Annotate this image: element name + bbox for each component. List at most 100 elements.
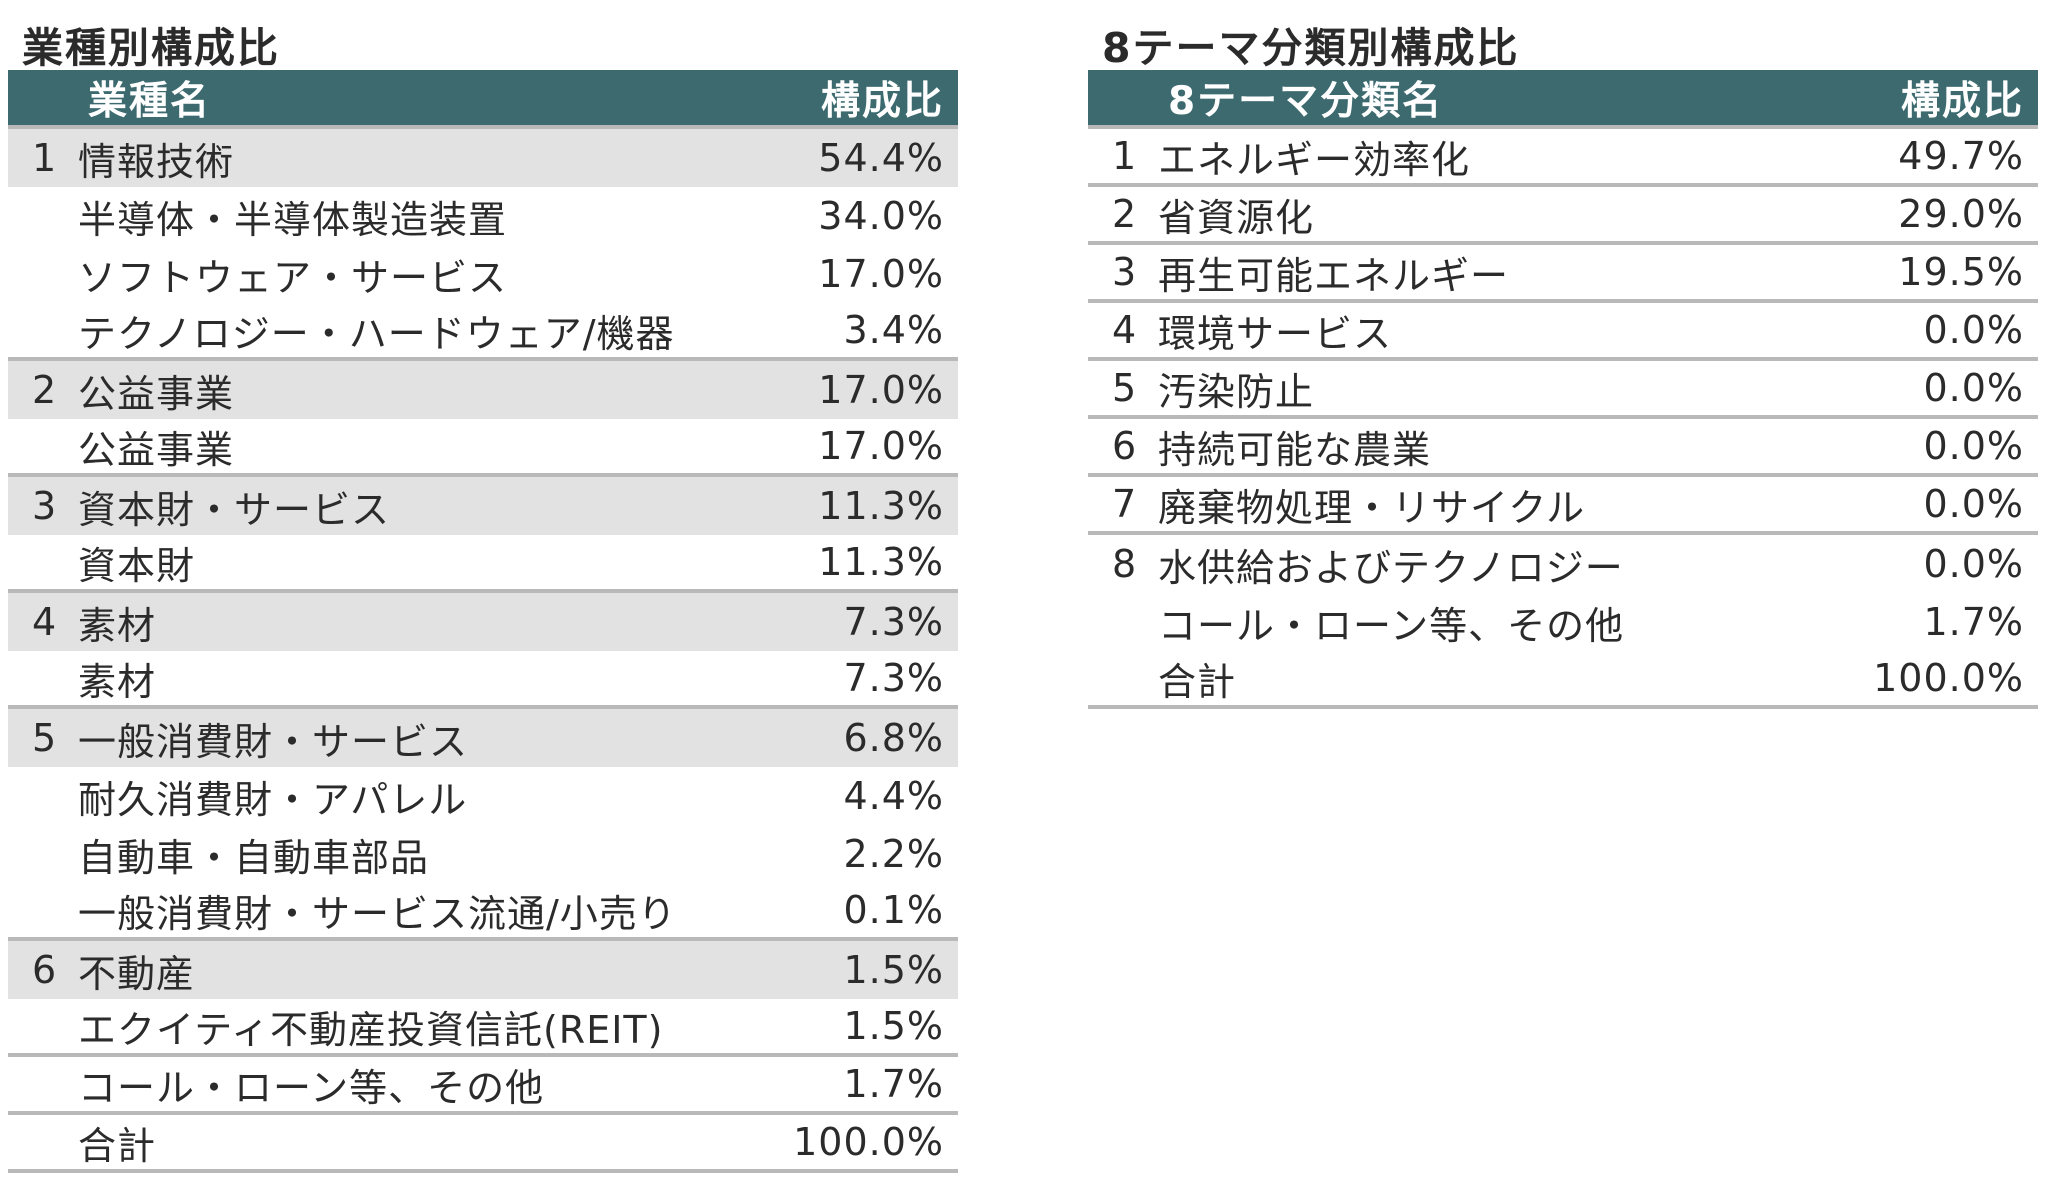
- theme-table-row: 4 環境サービス 0.0%: [1088, 303, 2038, 361]
- industry-row-name: 耐久消費財・アパレル: [78, 777, 468, 822]
- theme-row-value: 49.7%: [1898, 134, 2024, 178]
- theme-row-name: 汚染防止: [1158, 369, 1315, 414]
- industry-row-value: 3.4%: [843, 308, 944, 352]
- industry-row-value: 6.8%: [843, 716, 944, 760]
- industry-table-row: 資本財 11.3%: [8, 535, 958, 593]
- industry-row-number: 6: [32, 948, 58, 992]
- theme-row-number: 2: [1112, 192, 1138, 236]
- industry-table-row: 公益事業 17.0%: [8, 419, 958, 477]
- theme-table-row: 7 廃棄物処理・リサイクル 0.0%: [1088, 477, 2038, 535]
- industry-row-name: ソフトウェア・サービス: [78, 255, 508, 300]
- theme-row-name: 省資源化: [1158, 195, 1315, 240]
- industry-row-name: 不動産: [78, 951, 196, 996]
- industry-row-name: 半導体・半導体製造装置: [78, 197, 508, 242]
- theme-table-row: コール・ローン等、その他 1.7%: [1088, 593, 2038, 651]
- theme-table-row: 5 汚染防止 0.0%: [1088, 361, 2038, 419]
- industry-row-number: 5: [32, 716, 58, 760]
- industry-table-header: 業種名 構成比: [8, 70, 958, 129]
- industry-row-value: 54.4%: [818, 136, 944, 180]
- industry-header-name: 業種名: [88, 78, 212, 124]
- industry-table-row: 半導体・半導体製造装置 34.0%: [8, 187, 958, 245]
- industry-table-row: ソフトウェア・サービス 17.0%: [8, 245, 958, 303]
- theme-row-number: 4: [1112, 308, 1138, 352]
- theme-panel: 8テーマ分類別構成比 8テーマ分類名 構成比 1 エネルギー効率化 49.7% 2 省資…: [1088, 0, 2038, 709]
- industry-row-name: 情報技術: [78, 139, 235, 184]
- theme-row-name: 再生可能エネルギー: [1158, 253, 1510, 298]
- industry-row-value: 4.4%: [843, 774, 944, 818]
- industry-row-name: 資本財: [78, 543, 196, 588]
- industry-row-name: 自動車・自動車部品: [78, 835, 430, 880]
- industry-header-ratio: 構成比: [820, 78, 944, 124]
- theme-row-value: 0.0%: [1923, 542, 2024, 586]
- industry-table-row: テクノロジー・ハードウェア/機器 3.4%: [8, 303, 958, 361]
- industry-row-name: 一般消費財・サービス流通/小売り: [78, 891, 677, 936]
- industry-table-row: コール・ローン等、その他 1.7%: [8, 1057, 958, 1115]
- industry-table-row: 耐久消費財・アパレル 4.4%: [8, 767, 958, 825]
- theme-header-ratio: 構成比: [1900, 78, 2024, 124]
- theme-row-number: 3: [1112, 250, 1138, 294]
- industry-row-name: 素材: [78, 659, 157, 704]
- theme-row-value: 100.0%: [1873, 656, 2024, 700]
- industry-row-name: 一般消費財・サービス: [78, 719, 469, 764]
- industry-table-row: 一般消費財・サービス流通/小売り 0.1%: [8, 883, 958, 941]
- theme-title: 8テーマ分類別構成比: [1102, 24, 1520, 72]
- industry-row-value: 0.1%: [843, 888, 944, 932]
- industry-row-value: 17.0%: [818, 368, 944, 412]
- theme-table-row: 2 省資源化 29.0%: [1088, 187, 2038, 245]
- industry-table-row: 6 不動産 1.5%: [8, 941, 958, 999]
- industry-row-name: 素材: [78, 603, 157, 648]
- industry-row-number: 2: [32, 368, 58, 412]
- industry-table-body: 1 情報技術 54.4% 半導体・半導体製造装置 34.0% ソフトウェア・サービス 17.…: [8, 129, 958, 1173]
- industry-row-value: 7.3%: [843, 600, 944, 644]
- industry-row-value: 1.5%: [843, 948, 944, 992]
- industry-table-row: 自動車・自動車部品 2.2%: [8, 825, 958, 883]
- theme-row-name: コール・ローン等、その他: [1158, 603, 1625, 648]
- theme-row-value: 0.0%: [1923, 424, 2024, 468]
- theme-row-name: エネルギー効率化: [1158, 137, 1471, 182]
- industry-row-value: 17.0%: [818, 252, 944, 296]
- industry-row-number: 1: [32, 136, 58, 180]
- industry-row-value: 17.0%: [818, 424, 944, 468]
- industry-table-row: 3 資本財・サービス 11.3%: [8, 477, 958, 535]
- theme-row-number: 1: [1112, 134, 1138, 178]
- industry-panel: 業種別構成比 業種名 構成比 1 情報技術 54.4% 半導体・半導体製造装置 34.0…: [8, 0, 958, 1173]
- industry-table-row: 5 一般消費財・サービス 6.8%: [8, 709, 958, 767]
- industry-row-number: 4: [32, 600, 58, 644]
- industry-row-value: 100.0%: [793, 1120, 944, 1164]
- industry-row-value: 34.0%: [818, 194, 944, 238]
- theme-row-name: 合計: [1158, 659, 1237, 704]
- industry-table-row: エクイティ不動産投資信託(REIT) 1.5%: [8, 999, 958, 1057]
- theme-row-value: 1.7%: [1923, 600, 2024, 644]
- theme-row-number: 6: [1112, 424, 1138, 468]
- industry-row-name: コール・ローン等、その他: [78, 1065, 545, 1110]
- theme-row-value: 29.0%: [1898, 192, 2024, 236]
- industry-row-name: エクイティ不動産投資信託(REIT): [78, 1007, 664, 1052]
- theme-row-name: 水供給およびテクノロジー: [1158, 545, 1624, 590]
- industry-row-value: 11.3%: [818, 540, 944, 584]
- theme-table-body: 1 エネルギー効率化 49.7% 2 省資源化 29.0% 3 再生可能エネルギー 19.5% 4…: [1088, 129, 2038, 709]
- theme-row-value: 0.0%: [1923, 366, 2024, 410]
- theme-row-name: 廃棄物処理・リサイクル: [1158, 485, 1586, 530]
- theme-row-name: 環境サービス: [1158, 311, 1393, 356]
- industry-row-value: 11.3%: [818, 484, 944, 528]
- industry-table-row: 2 公益事業 17.0%: [8, 361, 958, 419]
- industry-row-value: 2.2%: [843, 832, 944, 876]
- theme-table-header: 8テーマ分類名 構成比: [1088, 70, 2038, 129]
- industry-table-row: 1 情報技術 54.4%: [8, 129, 958, 187]
- theme-row-value: 0.0%: [1923, 308, 2024, 352]
- industry-row-number: 3: [32, 484, 58, 528]
- theme-table-row: 8 水供給およびテクノロジー 0.0%: [1088, 535, 2038, 593]
- theme-row-number: 5: [1112, 366, 1138, 410]
- theme-row-name: 持続可能な農業: [1158, 427, 1432, 472]
- industry-row-value: 1.7%: [843, 1062, 944, 1106]
- industry-table-row: 素材 7.3%: [8, 651, 958, 709]
- industry-row-name: 資本財・サービス: [78, 487, 391, 532]
- theme-row-number: 7: [1112, 482, 1138, 526]
- theme-row-value: 19.5%: [1898, 250, 2024, 294]
- industry-row-name: 公益事業: [78, 427, 235, 472]
- industry-table-row: 合計 100.0%: [8, 1115, 958, 1173]
- theme-table-row: 3 再生可能エネルギー 19.5%: [1088, 245, 2038, 303]
- industry-row-value: 1.5%: [843, 1004, 944, 1048]
- theme-table-row: 合計 100.0%: [1088, 651, 2038, 709]
- industry-title: 業種別構成比: [22, 24, 280, 72]
